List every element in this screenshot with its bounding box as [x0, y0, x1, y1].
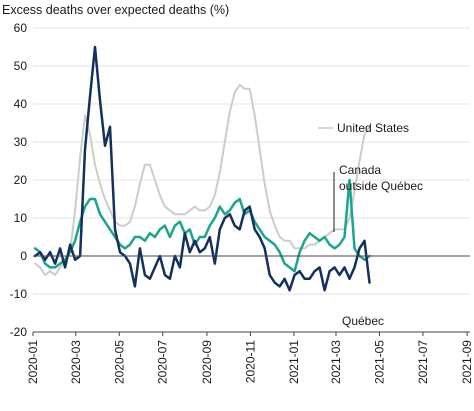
- y-tick-label: 30: [14, 135, 28, 149]
- x-tick-label: 2021-07: [416, 340, 430, 384]
- series-line-quebec: [33, 45, 371, 292]
- series-line-united-states: [34, 84, 371, 276]
- y-tick-label: 40: [14, 97, 28, 111]
- x-tick-label: 2021-03: [329, 340, 343, 384]
- x-tick-label: 2021-05: [372, 340, 386, 384]
- x-tick-label: 2020-07: [156, 340, 170, 384]
- annotation-canada-line1: Canada: [339, 163, 381, 177]
- y-axis-tick-labels: -20 -10 0 10 20 30 40 50 60: [10, 21, 28, 339]
- series-lines: [33, 45, 371, 292]
- annotations: United States Canada outside Québec Québ…: [318, 121, 423, 328]
- y-tick-label: -20: [10, 325, 28, 339]
- y-tick-label: 60: [14, 21, 28, 35]
- chart-title: Excess deaths over expected deaths (%): [2, 3, 229, 17]
- x-tick-label: 2021-09: [460, 340, 474, 384]
- x-tick-label: 2020-01: [26, 340, 40, 384]
- x-axis: 2020-01 2020-03 2020-05 2020-07 2020-09 2020-…: [26, 255, 474, 384]
- x-tick-label: 2020-03: [69, 340, 83, 384]
- y-tick-label: 50: [14, 59, 28, 73]
- x-tick-label: 2020-11: [243, 340, 257, 383]
- x-tick-label: 2020-09: [200, 340, 214, 384]
- y-tick-label: 0: [20, 249, 27, 263]
- annotation-canada-line2: outside Québec: [339, 179, 423, 193]
- annotation-quebec: Québec: [342, 314, 384, 328]
- annotation-united-states: United States: [337, 121, 409, 135]
- x-tick-label: 2020-05: [112, 340, 126, 384]
- y-tick-label: 20: [14, 173, 28, 187]
- y-tick-label: -10: [10, 287, 28, 301]
- y-tick-label: 10: [14, 211, 28, 225]
- series-line-canada-outside-quebec: [33, 178, 371, 273]
- x-tick-label: 2021-01: [287, 340, 301, 384]
